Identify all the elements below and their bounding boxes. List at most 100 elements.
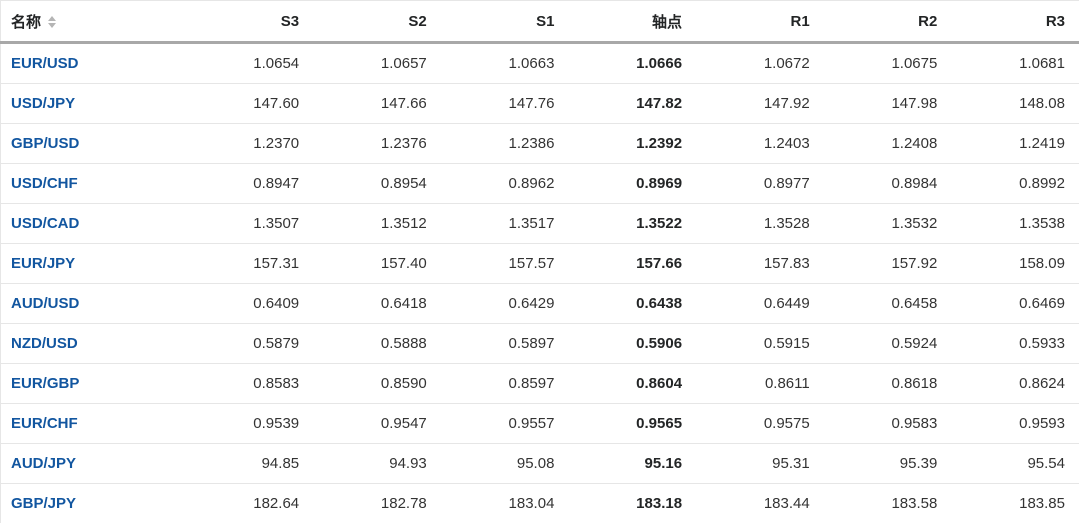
r1-cell: 1.2403 — [696, 124, 824, 164]
s3-cell: 1.3507 — [186, 204, 314, 244]
s2-cell: 1.0657 — [313, 43, 441, 84]
table-row: USD/JPY 147.60 147.66 147.76 147.82 147.… — [1, 84, 1079, 124]
pair-name-cell: AUD/USD — [1, 284, 186, 324]
currency-pair-link[interactable]: USD/JPY — [11, 95, 75, 112]
s1-cell: 0.9557 — [441, 404, 569, 444]
pair-name-cell: EUR/JPY — [1, 244, 186, 284]
currency-pair-link[interactable]: NZD/USD — [11, 335, 78, 352]
r1-cell: 183.44 — [696, 484, 824, 523]
currency-pair-link[interactable]: USD/CHF — [11, 175, 78, 192]
r3-cell: 0.5933 — [951, 324, 1079, 364]
s2-cell: 1.2376 — [313, 124, 441, 164]
column-header-r3: R3 — [951, 1, 1079, 43]
r2-cell: 0.8984 — [824, 164, 952, 204]
table-row: GBP/USD 1.2370 1.2376 1.2386 1.2392 1.24… — [1, 124, 1079, 164]
table-row: AUD/USD 0.6409 0.6418 0.6429 0.6438 0.64… — [1, 284, 1079, 324]
s1-cell: 0.8597 — [441, 364, 569, 404]
currency-pair-link[interactable]: AUD/JPY — [11, 455, 76, 472]
pivot-cell: 0.5906 — [568, 324, 696, 364]
s2-cell: 1.3512 — [313, 204, 441, 244]
s2-cell: 157.40 — [313, 244, 441, 284]
r2-cell: 0.5924 — [824, 324, 952, 364]
table-row: AUD/JPY 94.85 94.93 95.08 95.16 95.31 95… — [1, 444, 1079, 484]
table-row: USD/CHF 0.8947 0.8954 0.8962 0.8969 0.89… — [1, 164, 1079, 204]
table-row: NZD/USD 0.5879 0.5888 0.5897 0.5906 0.59… — [1, 324, 1079, 364]
table-body: EUR/USD 1.0654 1.0657 1.0663 1.0666 1.06… — [1, 43, 1079, 523]
pivot-cell: 0.8604 — [568, 364, 696, 404]
s3-cell: 182.64 — [186, 484, 314, 523]
r3-cell: 148.08 — [951, 84, 1079, 124]
r1-cell: 95.31 — [696, 444, 824, 484]
s1-cell: 0.6429 — [441, 284, 569, 324]
r3-cell: 95.54 — [951, 444, 1079, 484]
r2-cell: 95.39 — [824, 444, 952, 484]
pivot-cell: 0.8969 — [568, 164, 696, 204]
pivot-cell: 157.66 — [568, 244, 696, 284]
pivot-cell: 0.9565 — [568, 404, 696, 444]
currency-pair-link[interactable]: EUR/CHF — [11, 415, 78, 432]
r1-cell: 0.5915 — [696, 324, 824, 364]
pivot-cell: 147.82 — [568, 84, 696, 124]
s2-cell: 0.8590 — [313, 364, 441, 404]
currency-pair-link[interactable]: EUR/USD — [11, 55, 79, 72]
r1-cell: 0.8977 — [696, 164, 824, 204]
pivot-cell: 183.18 — [568, 484, 696, 523]
currency-pair-link[interactable]: GBP/USD — [11, 135, 79, 152]
r1-cell: 1.3528 — [696, 204, 824, 244]
r2-cell: 183.58 — [824, 484, 952, 523]
currency-pair-link[interactable]: EUR/JPY — [11, 255, 75, 272]
s1-cell: 183.04 — [441, 484, 569, 523]
column-header-s3: S3 — [186, 1, 314, 43]
column-header-s2: S2 — [313, 1, 441, 43]
column-header-name[interactable]: 名称 — [1, 1, 186, 43]
currency-pair-link[interactable]: AUD/USD — [11, 295, 79, 312]
s1-cell: 0.8962 — [441, 164, 569, 204]
r2-cell: 0.6458 — [824, 284, 952, 324]
r1-cell: 0.6449 — [696, 284, 824, 324]
s3-cell: 94.85 — [186, 444, 314, 484]
s2-cell: 94.93 — [313, 444, 441, 484]
header-row: 名称 S3 S2 S1 轴点 R1 R2 R3 — [1, 1, 1079, 43]
column-header-s1: S1 — [441, 1, 569, 43]
table-row: EUR/GBP 0.8583 0.8590 0.8597 0.8604 0.86… — [1, 364, 1079, 404]
s3-cell: 0.8583 — [186, 364, 314, 404]
s1-cell: 1.0663 — [441, 43, 569, 84]
r1-cell: 147.92 — [696, 84, 824, 124]
r2-cell: 147.98 — [824, 84, 952, 124]
pair-name-cell: AUD/JPY — [1, 444, 186, 484]
currency-pair-link[interactable]: EUR/GBP — [11, 375, 79, 392]
currency-pair-link[interactable]: GBP/JPY — [11, 495, 76, 512]
s1-cell: 157.57 — [441, 244, 569, 284]
pair-name-cell: USD/CAD — [1, 204, 186, 244]
r3-cell: 1.0681 — [951, 43, 1079, 84]
table-row: USD/CAD 1.3507 1.3512 1.3517 1.3522 1.35… — [1, 204, 1079, 244]
s3-cell: 0.6409 — [186, 284, 314, 324]
s1-cell: 95.08 — [441, 444, 569, 484]
currency-pair-link[interactable]: USD/CAD — [11, 215, 79, 232]
s3-cell: 147.60 — [186, 84, 314, 124]
sort-arrows-icon[interactable] — [48, 16, 56, 28]
table-row: EUR/JPY 157.31 157.40 157.57 157.66 157.… — [1, 244, 1079, 284]
pair-name-cell: EUR/GBP — [1, 364, 186, 404]
r2-cell: 0.9583 — [824, 404, 952, 444]
s1-cell: 1.3517 — [441, 204, 569, 244]
r1-cell: 157.83 — [696, 244, 824, 284]
column-header-r1: R1 — [696, 1, 824, 43]
column-header-name-label: 名称 — [11, 14, 41, 31]
column-header-pivot: 轴点 — [568, 1, 696, 43]
pair-name-cell: USD/CHF — [1, 164, 186, 204]
r1-cell: 0.8611 — [696, 364, 824, 404]
table-row: GBP/JPY 182.64 182.78 183.04 183.18 183.… — [1, 484, 1079, 523]
r3-cell: 0.8992 — [951, 164, 1079, 204]
pivot-cell: 95.16 — [568, 444, 696, 484]
column-header-r2: R2 — [824, 1, 952, 43]
pair-name-cell: GBP/JPY — [1, 484, 186, 523]
r3-cell: 183.85 — [951, 484, 1079, 523]
s2-cell: 0.8954 — [313, 164, 441, 204]
r2-cell: 1.2408 — [824, 124, 952, 164]
table-row: EUR/USD 1.0654 1.0657 1.0663 1.0666 1.06… — [1, 43, 1079, 84]
pair-name-cell: EUR/CHF — [1, 404, 186, 444]
s2-cell: 0.5888 — [313, 324, 441, 364]
r3-cell: 158.09 — [951, 244, 1079, 284]
